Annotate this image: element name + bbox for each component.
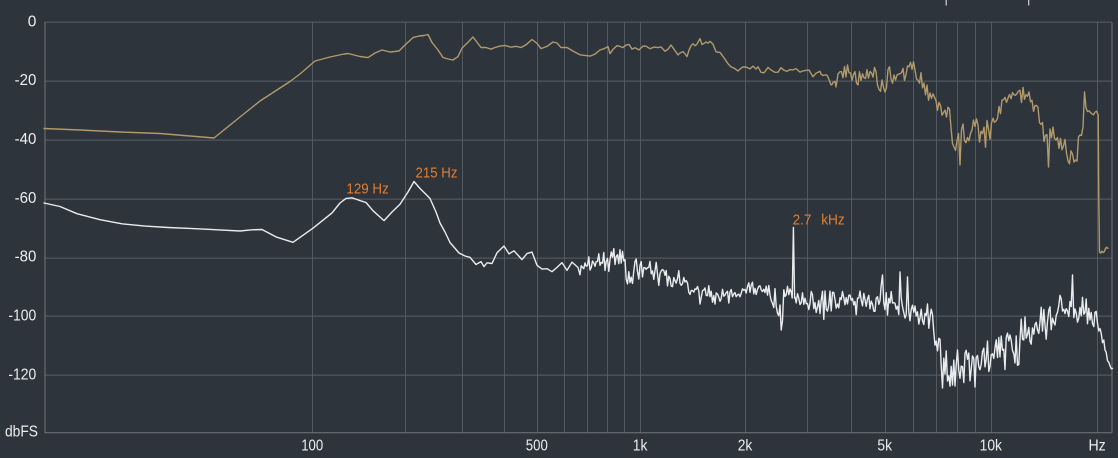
svg-text:-120: -120 (8, 366, 36, 383)
svg-text:Hz: Hz (1088, 438, 1105, 455)
svg-text:215 Hz: 215 Hz (416, 165, 458, 181)
svg-text:-80: -80 (15, 249, 37, 266)
svg-text:10k: 10k (980, 438, 1003, 455)
svg-text:2.7: 2.7 (793, 213, 812, 229)
svg-text:129 Hz: 129 Hz (346, 182, 388, 198)
svg-text:kHz: kHz (821, 213, 845, 229)
svg-text:2k: 2k (738, 438, 753, 455)
svg-text:500: 500 (526, 438, 548, 455)
svg-text:-20: -20 (15, 72, 37, 89)
svg-text:0: 0 (28, 13, 37, 30)
svg-text:-60: -60 (15, 190, 37, 207)
svg-text:-40: -40 (15, 131, 37, 148)
svg-text:5k: 5k (877, 438, 892, 455)
svg-text:dbFS: dbFS (5, 424, 38, 441)
svg-text:100: 100 (301, 438, 323, 455)
svg-text:-100: -100 (8, 308, 36, 325)
svg-text:1k: 1k (633, 438, 648, 455)
